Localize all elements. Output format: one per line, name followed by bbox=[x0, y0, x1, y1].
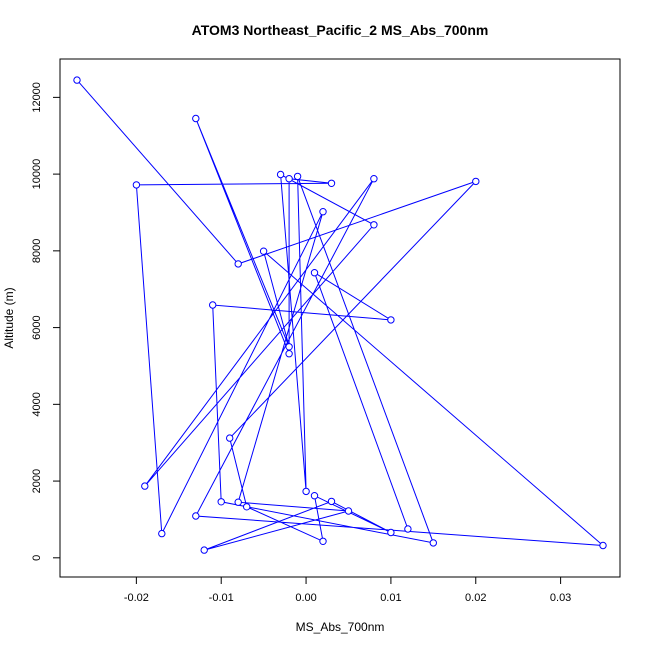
x-tick-label: 0.00 bbox=[295, 592, 316, 604]
data-point bbox=[192, 114, 200, 123]
series-line bbox=[76, 79, 605, 551]
data-point bbox=[404, 525, 412, 533]
y-tick-label: 4000 bbox=[31, 392, 43, 416]
y-tick-label: 0 bbox=[31, 555, 43, 561]
y-axis-label: Altitude (m) bbox=[2, 287, 16, 348]
data-point bbox=[319, 208, 327, 216]
data-point bbox=[141, 482, 149, 490]
y-tick-label: 2000 bbox=[31, 469, 43, 493]
x-axis-label: MS_Abs_700nm bbox=[296, 620, 385, 634]
data-point bbox=[293, 172, 302, 181]
data-point bbox=[310, 492, 319, 500]
data-point bbox=[302, 487, 310, 496]
data-point bbox=[344, 507, 353, 515]
data-point bbox=[285, 175, 293, 183]
x-tick-label: 0.02 bbox=[465, 592, 486, 604]
y-axis: 0 2000 4000 6000 8000 10000 12000 bbox=[31, 82, 60, 561]
x-tick-label: -0.02 bbox=[124, 592, 149, 604]
y-tick-label: 8000 bbox=[31, 239, 43, 263]
data-point bbox=[370, 175, 378, 183]
plot-frame bbox=[59, 58, 621, 578]
data-point bbox=[259, 247, 268, 255]
data-point bbox=[327, 179, 336, 188]
data-point bbox=[243, 503, 251, 511]
data-point bbox=[209, 301, 217, 309]
chart-title: ATOM3 Northeast_Pacific_2 MS_Abs_700nm bbox=[192, 22, 489, 38]
x-tick-label: 0.03 bbox=[550, 592, 571, 604]
data-point bbox=[285, 350, 293, 358]
data-point bbox=[217, 498, 225, 506]
data-point bbox=[200, 546, 208, 554]
data-point bbox=[234, 498, 242, 506]
y-tick-label: 6000 bbox=[31, 315, 43, 339]
x-tick-label: -0.01 bbox=[209, 592, 234, 604]
data-point bbox=[387, 528, 395, 537]
data-point bbox=[387, 316, 395, 324]
y-tick-label: 12000 bbox=[31, 82, 43, 113]
data-point bbox=[276, 170, 285, 179]
x-tick-label: 0.01 bbox=[380, 592, 401, 604]
y-tick-label: 10000 bbox=[31, 159, 43, 190]
data-point bbox=[192, 512, 200, 520]
data-point bbox=[319, 537, 327, 545]
data-point bbox=[285, 343, 293, 351]
data-point bbox=[370, 221, 378, 229]
data-point bbox=[429, 539, 437, 547]
data-series bbox=[73, 76, 607, 554]
data-point bbox=[158, 529, 166, 538]
data-point bbox=[327, 497, 336, 506]
x-axis: -0.02 -0.01 0.00 0.01 0.02 0.03 bbox=[124, 577, 571, 604]
data-point bbox=[472, 177, 480, 186]
data-point bbox=[132, 181, 141, 189]
data-point bbox=[310, 269, 319, 277]
data-point bbox=[234, 260, 242, 268]
data-point bbox=[226, 434, 234, 442]
data-point bbox=[73, 76, 81, 84]
data-point bbox=[599, 541, 607, 550]
